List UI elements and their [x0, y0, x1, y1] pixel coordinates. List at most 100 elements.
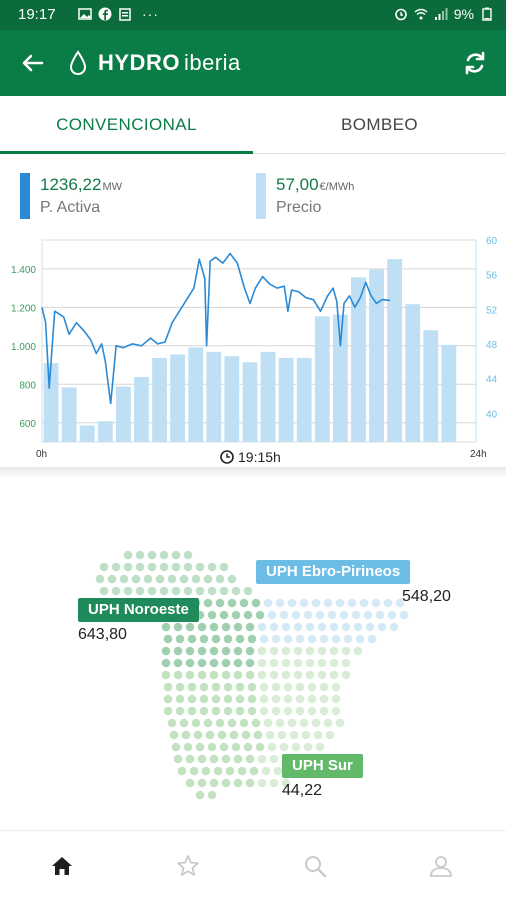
map-dot [279, 742, 289, 752]
map-dot [197, 778, 207, 788]
map-dot [323, 598, 333, 608]
map-dot [221, 670, 231, 680]
map-dot [331, 706, 341, 716]
map-dot [317, 622, 327, 632]
power-unit: MW [102, 181, 122, 193]
map-dot [171, 550, 181, 560]
map-dot [257, 778, 267, 788]
map-dot [257, 670, 267, 680]
map-dot [293, 670, 303, 680]
power-price-chart: 600 800 1.000 1.200 1.400 40 44 48 52 56 60 0h 24h 19… [0, 235, 506, 467]
price-bar [441, 344, 457, 442]
map-dot [283, 634, 293, 644]
map-dot [319, 706, 329, 716]
search-icon[interactable] [302, 853, 328, 879]
x-end-label: 24h [470, 449, 487, 460]
battery-icon [482, 7, 492, 21]
map-dot [111, 586, 121, 596]
map-dot [231, 742, 241, 752]
map-dot [147, 586, 157, 596]
map-dot [219, 610, 229, 620]
metric-price: 57,00€/MWh Precio [256, 173, 476, 221]
metrics-row: 1236,22MW P. Activa 57,00€/MWh Precio [0, 155, 506, 235]
star-icon[interactable] [175, 853, 201, 879]
map-dot [155, 574, 165, 584]
price-bar [61, 387, 77, 442]
home-icon[interactable] [49, 853, 75, 879]
map-dot [255, 742, 265, 752]
person-icon[interactable] [428, 853, 454, 879]
map-dot [95, 574, 105, 584]
arrow-left-icon[interactable] [18, 48, 48, 78]
left-tick-label: 1.000 [11, 342, 36, 353]
map-dot [177, 766, 187, 776]
map-dot [389, 622, 399, 632]
map-dot [287, 718, 297, 728]
map-dot [281, 658, 291, 668]
map-dot [295, 706, 305, 716]
price-bar [278, 357, 294, 442]
map-dot [299, 598, 309, 608]
status-left-icons: ··· [78, 6, 159, 22]
map-dot [201, 766, 211, 776]
price-bar [423, 330, 439, 442]
map-dot [183, 742, 193, 752]
map-dot [291, 742, 301, 752]
brand-bold: HYDRO [98, 50, 180, 75]
map-dot [187, 694, 197, 704]
map-dot [183, 550, 193, 560]
map-dot [219, 562, 229, 572]
map-dot [243, 742, 253, 752]
bottom-nav [0, 830, 506, 900]
tab-bombeo[interactable]: BOMBEO [340, 115, 419, 134]
region-label-noroeste[interactable]: UPH Noroeste [78, 598, 199, 622]
refresh-icon[interactable] [460, 48, 490, 78]
map-dot [99, 586, 109, 596]
map-dot [245, 658, 255, 668]
map-dot [303, 610, 313, 620]
price-bar [188, 347, 204, 442]
right-tick-label: 40 [486, 409, 498, 420]
map-dot [329, 622, 339, 632]
map-dot [399, 610, 409, 620]
left-tick-label: 1.200 [11, 303, 36, 314]
map-dot [147, 562, 157, 572]
region-value-sur: 44,22 [282, 782, 323, 799]
map-dot [363, 610, 373, 620]
map-dot [307, 694, 317, 704]
map-dot [235, 694, 245, 704]
map-dot [173, 658, 183, 668]
map-dot [209, 670, 219, 680]
chart-divider [0, 467, 506, 479]
map-dot [269, 622, 279, 632]
map-dot [233, 658, 243, 668]
map-dot [159, 550, 169, 560]
map-dot [301, 730, 311, 740]
map-dot [209, 754, 219, 764]
map-dot [367, 634, 377, 644]
map-dot [227, 598, 237, 608]
map-dot [259, 682, 269, 692]
map-dot [319, 694, 329, 704]
map-dot [353, 646, 363, 656]
map-dot [209, 646, 219, 656]
price-bar [79, 425, 95, 442]
map-dot [237, 766, 247, 776]
map-dot [273, 766, 283, 776]
map-dot [171, 742, 181, 752]
map-dot [221, 622, 231, 632]
map-dot [265, 730, 275, 740]
map-dot [147, 550, 157, 560]
region-label-ebro[interactable]: UPH Ebro-Pirineos [256, 560, 411, 584]
map-dot [319, 682, 329, 692]
region-label-sur[interactable]: UPH Sur [282, 754, 363, 778]
map-dot [187, 682, 197, 692]
map-dot [239, 718, 249, 728]
price-bar [296, 357, 312, 442]
map-dot [287, 598, 297, 608]
map-dot [283, 682, 293, 692]
tab-convencional[interactable]: CONVENCIONAL [0, 96, 253, 154]
map-dot [281, 778, 291, 788]
map-dot [341, 622, 351, 632]
map-dot [207, 610, 217, 620]
